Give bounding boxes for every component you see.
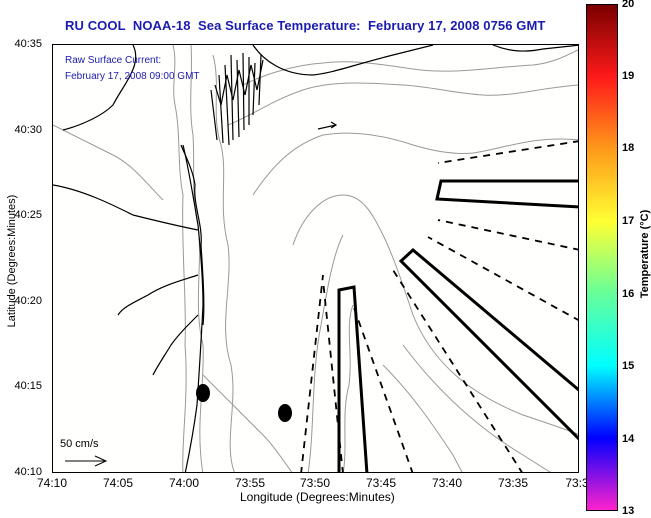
legend-line-2: February 17, 2008 09:00 GMT: [65, 71, 200, 82]
y-tick-label: 40:20: [14, 295, 42, 307]
y-tick-label: 40:10: [14, 466, 42, 478]
colorbar-tick-label: 17: [622, 215, 635, 227]
coastline: [53, 45, 578, 472]
x-tick-label: 73:40: [431, 476, 463, 490]
colorbar-tick-label: 16: [622, 288, 635, 300]
bathy-contour: [53, 124, 164, 201]
current-vector: [224, 64, 230, 146]
y-tick-label: 40:25: [14, 209, 42, 221]
bathy-contour: [292, 194, 578, 435]
survey-boxes: [337, 179, 578, 472]
bathy-contour: [382, 364, 463, 472]
temperature-colorbar: [586, 4, 618, 511]
transect-dashed: [392, 269, 523, 472]
current-vector: [236, 59, 240, 138]
y-tick-label: 40:30: [14, 124, 42, 136]
transect-dashed: [437, 219, 578, 251]
y-tick-label: 40:15: [14, 380, 42, 392]
x-tick-label: 73:35: [497, 476, 529, 490]
x-tick-label: 73:50: [299, 476, 331, 490]
legend-line-1: Raw Surface Current:: [65, 55, 162, 66]
coastline-river: [117, 274, 199, 316]
coastline-top: [62, 45, 137, 131]
transect-dashed: [437, 140, 578, 164]
bathy-contour: [252, 132, 578, 196]
current-vector: [252, 62, 256, 116]
coastline-top-right2: [492, 45, 578, 52]
coastline-river2: [152, 314, 199, 376]
x-axis-label: Longitude (Degrees:Minutes): [240, 490, 395, 504]
coastline-shore: [182, 144, 204, 472]
x-tick-label: 73:55: [234, 476, 266, 490]
survey-box-horizontal: [435, 179, 578, 209]
scale-arrow: [65, 455, 108, 467]
bathy-contour: [307, 234, 344, 472]
map-canvas: [53, 45, 578, 472]
map-plot-area: Raw Surface Current: February 17, 2008 0…: [52, 44, 579, 473]
coastline-north: [53, 184, 199, 231]
current-vector: [242, 52, 245, 131]
transect-dashed: [352, 304, 414, 472]
transect-dashed: [427, 236, 578, 321]
colorbar-tick-label: 14: [622, 433, 635, 445]
bathy-contour: [227, 82, 578, 126]
bathy-contour: [172, 45, 187, 472]
transect-dashed: [300, 274, 324, 472]
x-tick-label: 74:05: [102, 476, 134, 490]
chart-title: RU COOL NOAA-18 Sea Surface Temperature:…: [65, 18, 546, 33]
current-vector: [258, 54, 262, 106]
current-vector: [210, 89, 218, 141]
bathy-contour: [242, 49, 578, 86]
bathy-contour: [402, 344, 551, 472]
colorbar-tick-label: 19: [622, 70, 635, 82]
current-vector: [218, 74, 224, 144]
colorbar-tick-label: 20: [622, 0, 635, 10]
bathymetry-contours: [53, 45, 578, 472]
colorbar-label: Temperature (°C): [639, 209, 651, 299]
colorbar-tick-label: 18: [622, 142, 635, 154]
station-marker: [196, 384, 210, 402]
station-marker: [278, 404, 292, 422]
survey-box-vertical: [337, 285, 369, 472]
y-tick-label: 40:35: [14, 38, 42, 50]
survey-box-diagonal: [398, 248, 578, 441]
x-tick-label: 73:45: [365, 476, 397, 490]
current-vector: [214, 59, 264, 106]
scale-arrow-label: 50 cm/s: [60, 438, 99, 450]
coastline-sandy-hook: [180, 144, 205, 326]
current-vectors: [210, 52, 338, 146]
x-tick-label: 73:3: [565, 476, 589, 490]
bathy-contour: [212, 54, 235, 472]
current-vector: [317, 124, 337, 130]
coastline-top-right: [252, 45, 434, 76]
x-tick-label: 74:00: [168, 476, 200, 490]
y-axis-label: Latitude (Degrees:Minutes): [6, 194, 18, 328]
colorbar-tick-label: 13: [622, 505, 635, 517]
bathy-contour: [202, 374, 293, 472]
colorbar-tick-label: 15: [622, 360, 635, 372]
current-vector-head: [330, 121, 338, 129]
x-tick-label: 74:10: [36, 476, 68, 490]
bathy-contour: [342, 304, 354, 472]
